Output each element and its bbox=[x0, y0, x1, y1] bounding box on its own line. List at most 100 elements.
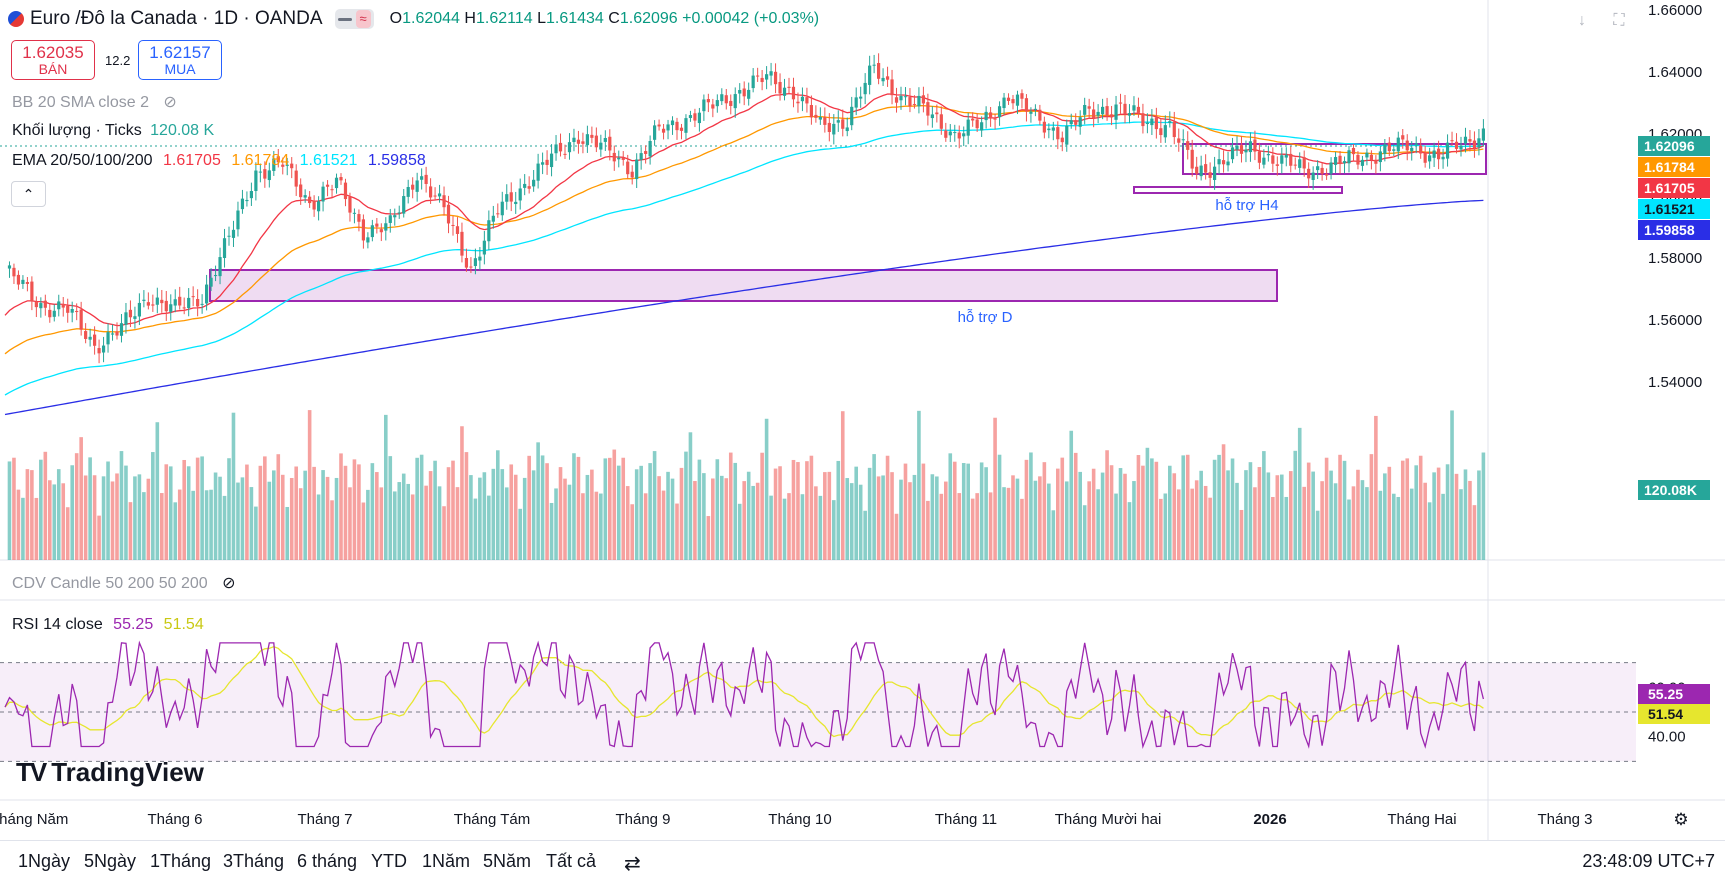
volume-bar bbox=[343, 465, 348, 560]
bb-indicator-label[interactable]: BB 20 SMA close 2 ⊘ bbox=[12, 94, 177, 111]
volume-bar bbox=[21, 497, 25, 560]
volume-bar bbox=[392, 491, 397, 560]
rsi-ma-value-label-bg bbox=[1638, 704, 1710, 724]
price-chart[interactable]: hỗ trợ Dhỗ trợ H41.660001.640001.620001.… bbox=[0, 0, 1725, 840]
ema-indicator-label[interactable]: EMA 20/50/100/200 1.61705 1.61784 1.6152… bbox=[12, 152, 426, 169]
candle-body bbox=[1226, 161, 1230, 166]
time-tick: Tháng Mười hai bbox=[1055, 811, 1162, 828]
volume-bar bbox=[1293, 450, 1298, 560]
volume-bar bbox=[643, 493, 648, 560]
volume-bar bbox=[509, 464, 514, 560]
range-5d[interactable]: 5Ngày bbox=[84, 851, 137, 871]
range-6m[interactable]: 6 tháng bbox=[297, 851, 358, 871]
candle-body bbox=[115, 331, 119, 336]
volume-bar bbox=[926, 500, 930, 560]
download-icon[interactable]: ↓ bbox=[1578, 12, 1586, 29]
volume-bar bbox=[908, 482, 912, 560]
cdv-indicator-label[interactable]: CDV Candle 50 200 50 200 ⊘ bbox=[12, 575, 236, 592]
volume-bar bbox=[903, 463, 908, 560]
chart-mode-toggle[interactable]: ≈ bbox=[334, 9, 374, 29]
clock[interactable]: 23:48:09 UTC+7 bbox=[1582, 851, 1715, 871]
range-5y[interactable]: 5Năm bbox=[483, 851, 532, 871]
candle-body bbox=[299, 184, 303, 198]
range-1d[interactable]: 1Ngày bbox=[18, 851, 71, 871]
goto-date-icon[interactable]: ⇄ bbox=[624, 853, 641, 875]
candle-body bbox=[881, 77, 885, 82]
candle-body bbox=[52, 310, 56, 317]
volume-bar bbox=[1011, 475, 1015, 560]
volume-bar bbox=[563, 478, 567, 560]
candle-body bbox=[850, 106, 854, 126]
approx-icon[interactable]: ≈ bbox=[355, 10, 371, 28]
candle-body bbox=[339, 177, 343, 181]
range-1m[interactable]: 1Tháng bbox=[150, 851, 212, 871]
candle-body bbox=[720, 94, 724, 102]
eye-hidden-icon[interactable]: ⊘ bbox=[222, 575, 236, 592]
candle-body bbox=[661, 128, 666, 133]
volume-bar bbox=[1064, 481, 1069, 560]
volume-bar bbox=[1047, 483, 1051, 560]
volume-bar bbox=[339, 453, 343, 560]
sell-button[interactable]: 1.62035 BÁN bbox=[11, 40, 95, 80]
candle-body bbox=[917, 95, 921, 107]
candle-body bbox=[648, 140, 652, 157]
candle-body bbox=[729, 100, 733, 106]
candle-body bbox=[993, 118, 997, 120]
candle-body bbox=[1217, 159, 1221, 165]
candle-body bbox=[187, 297, 191, 309]
candle-body bbox=[397, 212, 401, 214]
collapse-legend-button[interactable]: ⌃ bbox=[11, 181, 46, 207]
range-ytd[interactable]: YTD bbox=[371, 851, 407, 871]
candle-body bbox=[742, 88, 746, 97]
candle-body bbox=[948, 131, 952, 136]
volume-bar bbox=[303, 470, 307, 560]
candle-body bbox=[1271, 155, 1275, 164]
candle-body bbox=[1204, 164, 1208, 173]
candle-body bbox=[1096, 111, 1100, 116]
volume-bar bbox=[634, 469, 639, 560]
volume-bar bbox=[177, 489, 182, 560]
range-3m[interactable]: 3Tháng bbox=[223, 851, 285, 871]
candle-body bbox=[79, 309, 83, 330]
buy-button[interactable]: 1.62157 MUA bbox=[138, 40, 222, 80]
candle-body bbox=[894, 97, 899, 103]
candle-body bbox=[464, 258, 469, 268]
volume-bar bbox=[688, 432, 693, 560]
candle-body bbox=[997, 106, 1002, 118]
candle-body bbox=[782, 87, 787, 96]
candle-body bbox=[1213, 166, 1217, 180]
candle-body bbox=[491, 215, 495, 222]
candle-body bbox=[697, 112, 701, 124]
candle-body bbox=[639, 153, 643, 160]
candle-body bbox=[312, 200, 316, 210]
volume-bar bbox=[1127, 502, 1132, 560]
volume-bar bbox=[110, 481, 115, 560]
range-1y[interactable]: 1Năm bbox=[422, 851, 471, 871]
volume-bar bbox=[97, 515, 101, 560]
support-zone-h4 bbox=[1133, 186, 1343, 194]
volume-bar bbox=[316, 494, 321, 560]
candle-body bbox=[218, 257, 222, 277]
volume-bar bbox=[558, 467, 563, 560]
volume-indicator-label[interactable]: Khối lượng · Ticks 120.08 K bbox=[12, 122, 215, 139]
candle-body bbox=[554, 144, 558, 154]
settings-gear-icon: ⚙ bbox=[1673, 810, 1688, 829]
volume-bar bbox=[975, 493, 979, 560]
fullscreen-icon[interactable]: ⛶ bbox=[1613, 12, 1625, 29]
volume-bar bbox=[1132, 481, 1136, 560]
rsi-indicator-label[interactable]: RSI 14 close 55.25 51.54 bbox=[12, 616, 204, 633]
candle-body bbox=[715, 100, 719, 107]
candle-body bbox=[25, 282, 29, 284]
candle-body bbox=[1320, 167, 1324, 174]
candle-body bbox=[594, 135, 598, 148]
eye-hidden-icon[interactable]: ⊘ bbox=[163, 94, 177, 111]
volume-bar bbox=[979, 462, 984, 560]
range-all[interactable]: Tất cả bbox=[546, 851, 597, 871]
candle-body bbox=[724, 95, 728, 104]
minus-icon[interactable] bbox=[337, 17, 352, 21]
candle-body bbox=[173, 299, 177, 306]
time-tick: Tháng 6 bbox=[147, 811, 202, 828]
volume-bar bbox=[1105, 450, 1109, 560]
symbol-title[interactable]: Euro /Đô la Canada · 1D · OANDA bbox=[30, 8, 323, 29]
candle-body bbox=[666, 124, 670, 131]
